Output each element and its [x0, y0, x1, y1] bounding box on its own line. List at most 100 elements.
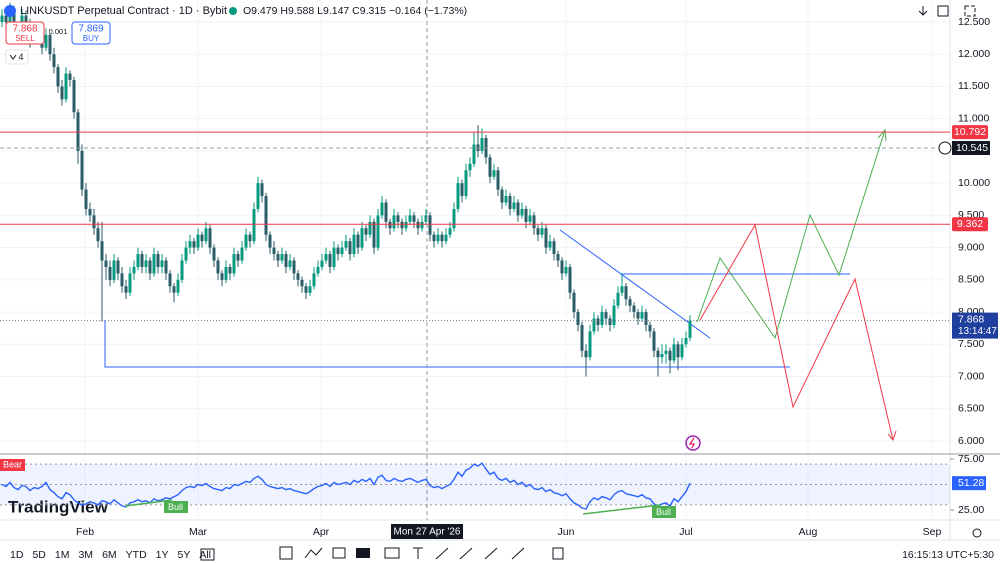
crosshair-price-label: 10.545	[956, 142, 988, 154]
range-button[interactable]: 1D	[10, 549, 24, 561]
range-button[interactable]: 5D	[32, 549, 46, 561]
fullscreen-icon[interactable]	[964, 5, 976, 17]
candle-body	[680, 344, 684, 358]
candle-body	[604, 312, 608, 319]
candle-body	[580, 324, 584, 351]
rsi-tick-label: 75.00	[958, 453, 984, 465]
download-icon[interactable]	[918, 6, 928, 16]
candle-body	[532, 215, 536, 229]
tool-icon[interactable]	[384, 547, 400, 559]
candle-body	[356, 234, 360, 248]
candle-body	[156, 254, 160, 267]
y-tick-label: 12.500	[958, 16, 990, 28]
symbol-logo	[4, 5, 16, 17]
y-tick-label: 10.000	[958, 177, 990, 189]
candle-body	[624, 286, 628, 300]
candle-body	[216, 260, 220, 274]
candle-body	[376, 215, 380, 248]
indicators-toggle[interactable]	[5, 49, 29, 65]
candle-body	[116, 260, 120, 274]
candle-body	[152, 254, 156, 274]
candle-body	[688, 320, 692, 338]
tool-icon[interactable]	[552, 547, 564, 560]
candle-body	[664, 350, 668, 354]
candle-body	[344, 241, 348, 248]
candle-body	[620, 286, 624, 293]
settings-icon[interactable]	[937, 5, 949, 17]
y-tick-label: 7.500	[958, 338, 984, 350]
candle-body	[416, 221, 420, 229]
candle-body	[120, 273, 124, 287]
range-button[interactable]: 6M	[102, 549, 117, 561]
tool-icon[interactable]	[332, 547, 346, 559]
candle-body	[220, 273, 224, 280]
tool-icon[interactable]	[413, 547, 423, 559]
candle-body	[148, 260, 152, 274]
candle-body	[684, 337, 688, 345]
buy-button[interactable]	[71, 21, 111, 45]
candle-body	[600, 312, 604, 325]
support-line	[104, 320, 790, 368]
price-line-label: 9.362	[957, 218, 983, 230]
rsi-line	[1, 462, 691, 510]
range-button[interactable]: 1Y	[156, 549, 169, 561]
add-alert-button[interactable]	[938, 141, 952, 155]
range-button[interactable]: YTD	[126, 549, 147, 561]
candle-body	[640, 312, 644, 319]
candle-body	[60, 86, 64, 100]
candle-body	[72, 80, 76, 113]
grid	[0, 0, 950, 520]
candle-body	[300, 279, 304, 287]
candle-body	[228, 266, 232, 274]
candle-body	[564, 266, 568, 274]
crosshair-time-badge	[391, 524, 463, 539]
date-range-icon[interactable]	[200, 548, 215, 561]
candle-body	[608, 318, 612, 325]
candle-body	[264, 196, 268, 235]
bull-tag	[652, 506, 676, 518]
candle-body	[236, 254, 240, 261]
candle-body	[312, 273, 316, 287]
range-button[interactable]: All	[199, 549, 211, 561]
axis-settings[interactable]	[972, 528, 982, 538]
tool-icon[interactable]	[304, 547, 323, 559]
sell-button[interactable]	[5, 21, 45, 45]
tool-icon[interactable]	[435, 547, 525, 560]
candle-body	[12, 9, 16, 29]
candle-body	[448, 228, 452, 235]
candle-body	[0, 15, 4, 22]
candle-body	[596, 318, 600, 325]
candle-body	[652, 331, 656, 351]
candle-body	[544, 228, 548, 248]
candle-body	[224, 266, 228, 280]
y-tick-label: 11.500	[958, 80, 989, 92]
candle-body	[256, 183, 260, 209]
bottom-toolbar: 1D 5D 1M 3M 6M YTD 1Y 5Y All 16:15:13 UTC+5:30	[10, 528, 994, 561]
candle-body	[396, 215, 400, 222]
candle-body	[472, 144, 476, 164]
candle-body	[432, 234, 436, 242]
candle-body	[260, 183, 264, 197]
candle-body	[632, 305, 636, 313]
event-icon[interactable]	[685, 435, 701, 451]
candle-body	[280, 254, 284, 261]
symbol-title[interactable]: LINKUSDT Perpetual Contract · 1D · Bybit	[20, 5, 227, 17]
candle-body	[420, 221, 424, 229]
y-tick-label: 9.000	[958, 241, 984, 253]
tool-icon[interactable]	[356, 548, 370, 558]
range-button[interactable]: 5Y	[178, 549, 191, 561]
candle-body	[368, 221, 372, 235]
tool-icon[interactable]	[279, 546, 293, 560]
candle-body	[676, 344, 680, 358]
candle-body	[592, 318, 596, 332]
candle-body	[576, 312, 580, 325]
x-tick-label: Apr	[313, 526, 330, 538]
candle-body	[360, 228, 364, 248]
crosshair-time-label: Mon 27 Apr '26	[394, 527, 461, 538]
y-tick-label: 12.000	[958, 48, 990, 60]
range-button[interactable]: 3M	[78, 549, 93, 561]
bull-tag	[164, 501, 188, 513]
candle-body	[504, 196, 508, 203]
candle-body	[164, 260, 168, 274]
range-button[interactable]: 1M	[55, 549, 70, 561]
